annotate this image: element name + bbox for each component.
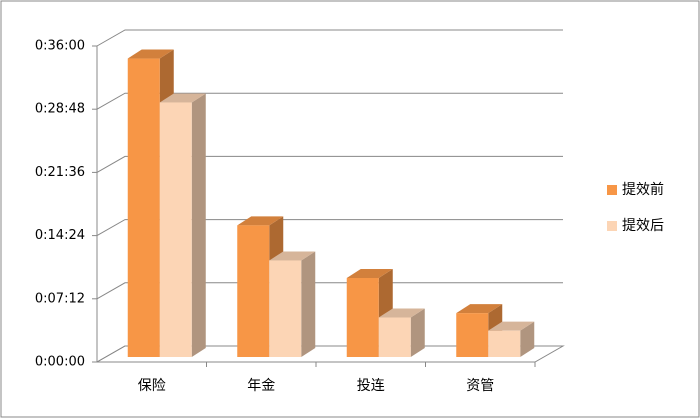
- legend-swatch: [607, 221, 617, 231]
- legend-swatch: [607, 185, 617, 195]
- bar-side: [301, 251, 316, 357]
- bar: [159, 93, 206, 357]
- bar-top: [488, 321, 535, 331]
- grid-line: [96, 155, 563, 173]
- bar-side: [191, 93, 206, 357]
- grid-line: [96, 282, 563, 300]
- x-tick-label: 年金: [247, 378, 275, 394]
- x-tick-label: 资管: [466, 378, 494, 394]
- bar-front: [378, 317, 411, 357]
- bar-side: [520, 321, 535, 357]
- bar: [269, 251, 316, 357]
- bar-front: [237, 225, 270, 357]
- bar-front: [346, 278, 379, 357]
- grid-line: [96, 92, 563, 110]
- bar: [488, 321, 535, 357]
- bar-top: [346, 269, 393, 278]
- legend-label: 提效后: [622, 218, 664, 234]
- y-tick-label: 0:14:24: [35, 228, 85, 243]
- x-tick-label: 保险: [138, 378, 166, 394]
- y-tick-label: 0:36:00: [35, 39, 85, 54]
- bar: [378, 308, 425, 357]
- bar-top: [159, 93, 206, 103]
- bar-front: [159, 102, 192, 357]
- bar-top: [378, 308, 425, 318]
- bar-front: [269, 260, 302, 357]
- bar-side: [410, 308, 425, 357]
- y-tick-label: 0:28:48: [35, 102, 85, 117]
- bar-front: [127, 58, 160, 358]
- grid-line: [96, 219, 563, 237]
- legend-label: 提效前: [622, 181, 664, 198]
- y-tick-label: 0:07:12: [35, 291, 85, 306]
- bar-top: [127, 49, 174, 59]
- bar-front: [456, 313, 489, 357]
- y-tick-label: 0:00:00: [35, 355, 85, 370]
- x-tick-label: 投连: [357, 378, 385, 394]
- bar-top: [269, 251, 316, 261]
- grid-line: [96, 29, 563, 47]
- y-tick-label: 0:21:36: [35, 165, 85, 180]
- bar-top: [237, 216, 284, 226]
- bar-top: [456, 304, 503, 314]
- bar-front: [488, 330, 521, 357]
